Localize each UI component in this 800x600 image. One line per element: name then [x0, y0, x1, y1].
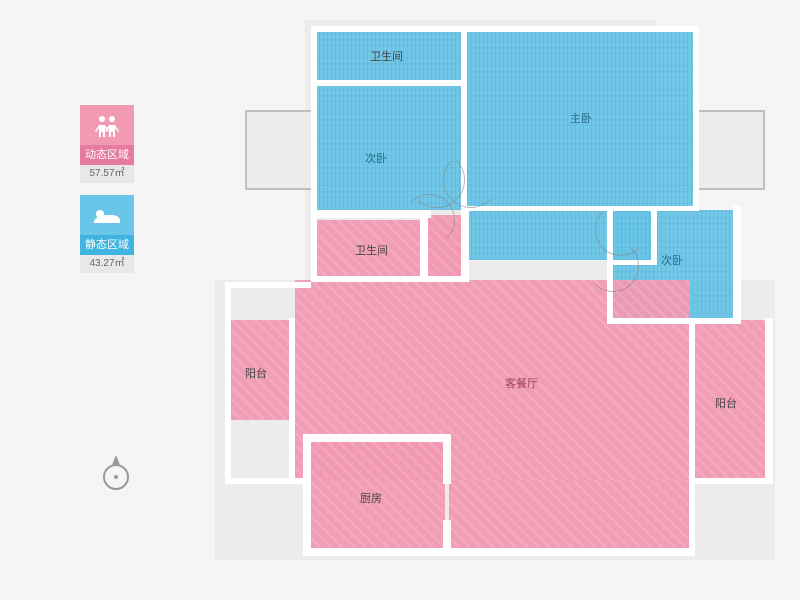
wall [311, 210, 431, 218]
legend-static: 静态区域 43.27㎡ [80, 195, 134, 273]
people-icon [80, 105, 134, 145]
legend-static-value: 43.27㎡ [80, 255, 134, 273]
room-label-bathroom-2: 卫生间 [355, 242, 388, 258]
wall [693, 26, 699, 210]
sleep-icon [80, 195, 134, 235]
wall [303, 434, 311, 554]
room-label-balcony-left: 阳台 [245, 365, 267, 381]
wall [461, 210, 469, 282]
wall [303, 548, 449, 556]
wall [607, 318, 741, 324]
wall [311, 26, 317, 214]
wall [733, 206, 741, 322]
wall [467, 206, 699, 211]
room-label-kitchen: 厨房 [360, 490, 382, 506]
wall [689, 478, 773, 484]
wall [311, 218, 317, 278]
legend-dynamic: 动态区域 57.57㎡ [80, 105, 134, 183]
wall [225, 282, 311, 288]
legend-static-label: 静态区域 [80, 235, 134, 255]
wall [651, 210, 657, 260]
room-label-balcony-right: 阳台 [715, 395, 737, 411]
room-label-bathroom-1: 卫生间 [370, 48, 403, 64]
wall [311, 26, 699, 32]
wall [689, 484, 695, 554]
room-label-living-main: 客餐厅 [505, 375, 538, 391]
wall [225, 282, 231, 482]
wall [447, 548, 695, 556]
room-label-bedroom-2a: 次卧 [365, 150, 387, 166]
room-label-master-bedroom: 主卧 [570, 110, 592, 126]
legend-dynamic-label: 动态区域 [80, 145, 134, 165]
wall [311, 276, 467, 282]
room-label-bedroom-2b: 次卧 [661, 252, 683, 268]
wall [289, 418, 295, 482]
wall [303, 434, 449, 442]
compass-icon [100, 455, 132, 487]
wall [689, 318, 695, 482]
wall [311, 80, 466, 86]
wall [443, 434, 451, 484]
floor-plan: 主卧卫生间次卧次卧卫生间客餐厅阳台阳台厨房 [215, 20, 775, 580]
wall [420, 218, 428, 280]
zone-living-below [449, 480, 690, 550]
wall [765, 318, 773, 482]
legend-dynamic-value: 57.57㎡ [80, 165, 134, 183]
wall [289, 318, 295, 422]
